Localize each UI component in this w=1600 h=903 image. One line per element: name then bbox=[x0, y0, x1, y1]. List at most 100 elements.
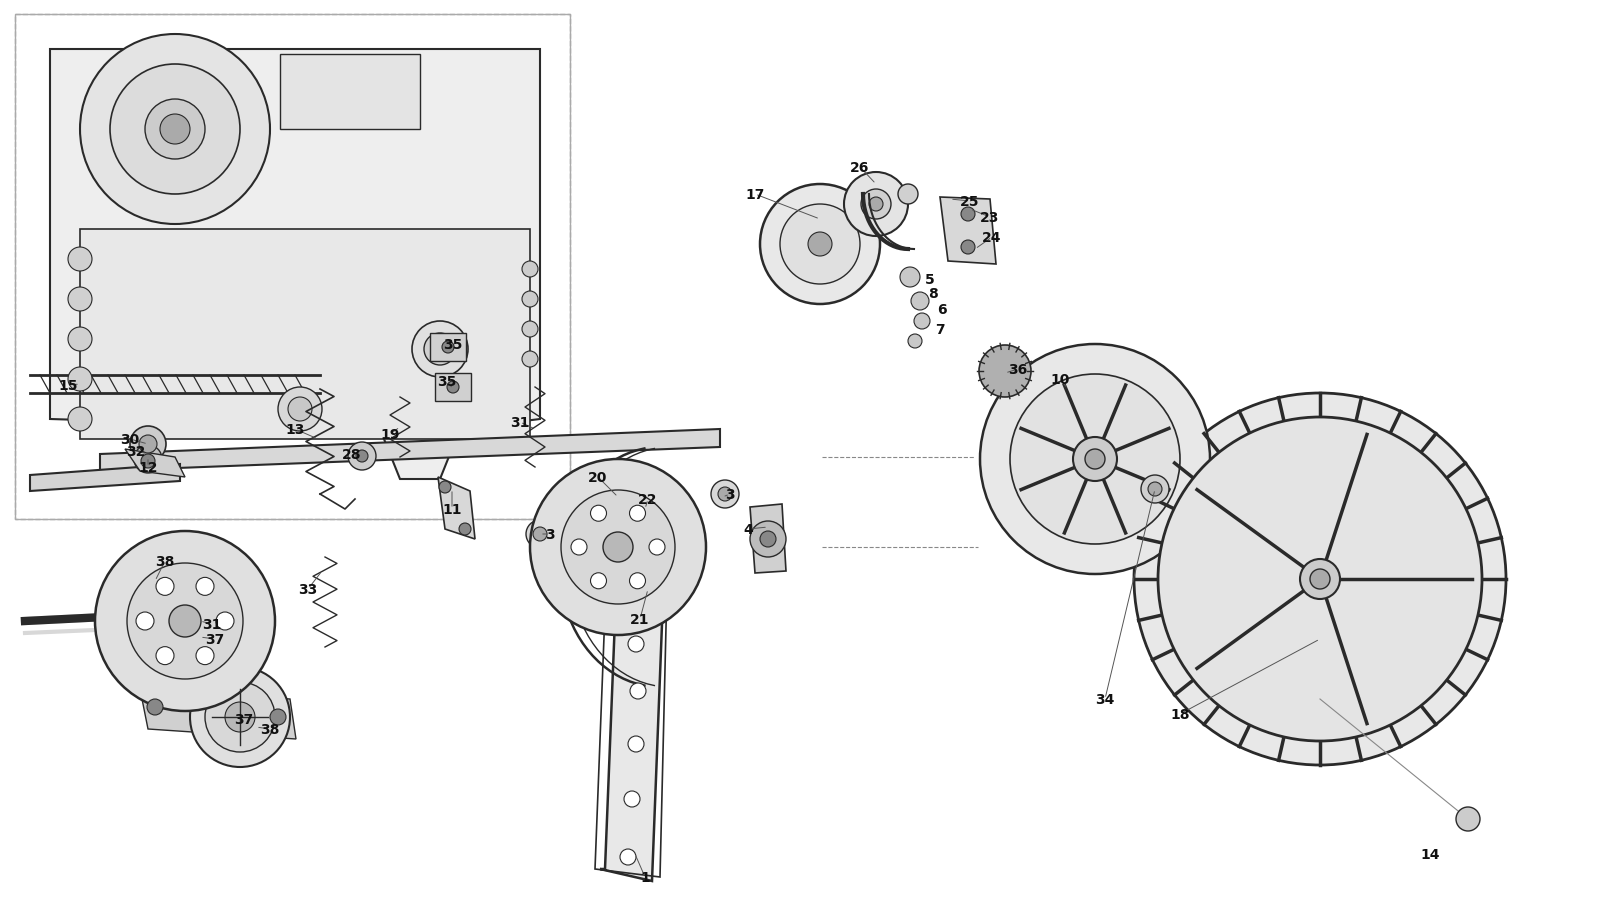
Circle shape bbox=[979, 345, 1210, 574]
Circle shape bbox=[424, 333, 456, 366]
Circle shape bbox=[571, 539, 587, 555]
Circle shape bbox=[781, 205, 861, 284]
Circle shape bbox=[1149, 482, 1162, 497]
Circle shape bbox=[910, 293, 930, 311]
Circle shape bbox=[278, 387, 322, 432]
Circle shape bbox=[130, 426, 166, 462]
Circle shape bbox=[530, 460, 706, 636]
Circle shape bbox=[67, 328, 93, 351]
Text: 23: 23 bbox=[981, 210, 1000, 225]
Circle shape bbox=[624, 791, 640, 807]
Circle shape bbox=[126, 563, 243, 679]
Circle shape bbox=[147, 699, 163, 715]
Text: 37: 37 bbox=[205, 632, 224, 647]
Circle shape bbox=[67, 288, 93, 312]
Text: 32: 32 bbox=[126, 444, 146, 459]
Text: 25: 25 bbox=[960, 195, 979, 209]
Text: 19: 19 bbox=[381, 427, 400, 442]
Circle shape bbox=[750, 521, 786, 557]
Text: 11: 11 bbox=[442, 502, 462, 517]
Circle shape bbox=[522, 262, 538, 278]
Circle shape bbox=[562, 490, 675, 604]
Text: 3: 3 bbox=[546, 527, 555, 542]
Text: 7: 7 bbox=[934, 322, 946, 337]
Text: 24: 24 bbox=[982, 231, 1002, 245]
Circle shape bbox=[67, 368, 93, 392]
Circle shape bbox=[160, 115, 190, 144]
Text: 36: 36 bbox=[1008, 363, 1027, 377]
Text: 38: 38 bbox=[155, 554, 174, 568]
Circle shape bbox=[216, 612, 234, 630]
Circle shape bbox=[413, 321, 467, 377]
Text: 20: 20 bbox=[589, 470, 608, 485]
Text: 18: 18 bbox=[1170, 707, 1190, 721]
Circle shape bbox=[1074, 438, 1117, 481]
Circle shape bbox=[522, 292, 538, 308]
Polygon shape bbox=[125, 450, 186, 478]
Circle shape bbox=[808, 233, 832, 256]
Circle shape bbox=[962, 241, 974, 255]
Circle shape bbox=[442, 341, 454, 354]
Circle shape bbox=[190, 667, 290, 768]
Text: 12: 12 bbox=[138, 461, 158, 474]
Text: 35: 35 bbox=[443, 338, 462, 351]
Circle shape bbox=[146, 100, 205, 160]
Text: 17: 17 bbox=[746, 188, 765, 201]
Circle shape bbox=[438, 481, 451, 493]
Text: 35: 35 bbox=[437, 375, 456, 388]
Text: 4: 4 bbox=[742, 523, 754, 536]
Circle shape bbox=[94, 531, 275, 712]
Circle shape bbox=[434, 342, 446, 357]
Circle shape bbox=[459, 524, 470, 535]
Circle shape bbox=[288, 397, 312, 422]
Text: 37: 37 bbox=[234, 712, 254, 726]
Circle shape bbox=[134, 445, 162, 473]
Circle shape bbox=[627, 736, 643, 752]
Circle shape bbox=[533, 527, 547, 542]
Circle shape bbox=[67, 407, 93, 432]
Polygon shape bbox=[50, 50, 541, 479]
Circle shape bbox=[710, 480, 739, 508]
Circle shape bbox=[526, 520, 554, 548]
Circle shape bbox=[621, 849, 637, 865]
Text: 31: 31 bbox=[510, 415, 530, 430]
Circle shape bbox=[226, 703, 254, 732]
Circle shape bbox=[270, 709, 286, 725]
Circle shape bbox=[629, 573, 645, 589]
Circle shape bbox=[909, 335, 922, 349]
Circle shape bbox=[914, 313, 930, 330]
Polygon shape bbox=[30, 464, 179, 491]
Circle shape bbox=[1141, 476, 1170, 504]
Circle shape bbox=[899, 267, 920, 288]
Circle shape bbox=[110, 65, 240, 195]
Text: 26: 26 bbox=[850, 161, 870, 175]
Circle shape bbox=[898, 185, 918, 205]
Circle shape bbox=[627, 637, 643, 652]
Text: 31: 31 bbox=[202, 618, 222, 631]
Polygon shape bbox=[280, 55, 419, 130]
Circle shape bbox=[522, 351, 538, 368]
Circle shape bbox=[195, 647, 214, 665]
Text: 21: 21 bbox=[630, 612, 650, 627]
Circle shape bbox=[170, 605, 202, 638]
Circle shape bbox=[1134, 394, 1506, 765]
Circle shape bbox=[630, 684, 646, 699]
Polygon shape bbox=[438, 478, 475, 539]
Circle shape bbox=[355, 451, 368, 462]
Text: 1: 1 bbox=[640, 870, 650, 884]
Text: 28: 28 bbox=[342, 448, 362, 461]
Text: 13: 13 bbox=[285, 423, 304, 436]
Circle shape bbox=[590, 506, 606, 522]
Circle shape bbox=[603, 533, 634, 563]
Text: 38: 38 bbox=[261, 722, 280, 736]
Polygon shape bbox=[430, 333, 466, 361]
Circle shape bbox=[446, 382, 459, 394]
Text: 33: 33 bbox=[298, 582, 318, 596]
Circle shape bbox=[67, 247, 93, 272]
Circle shape bbox=[979, 346, 1030, 397]
Polygon shape bbox=[141, 689, 296, 740]
Circle shape bbox=[869, 198, 883, 212]
Circle shape bbox=[1158, 417, 1482, 741]
Circle shape bbox=[136, 612, 154, 630]
Text: 6: 6 bbox=[938, 303, 947, 317]
